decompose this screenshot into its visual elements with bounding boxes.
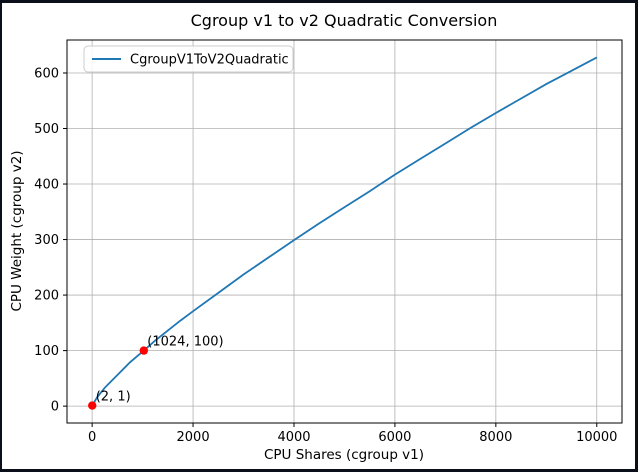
point-annotation: (2, 1) [96, 390, 131, 405]
legend: CgroupV1ToV2Quadratic [83, 45, 294, 73]
y-tick-label: 0 [51, 400, 59, 415]
line-chart: (2, 1)(1024, 100) 0 2000 4000 6000 8000 10000… [9, 11, 623, 463]
axis-ticks: 0 2000 4000 6000 8000 10000 0 100 200 300 400 500 60… [34, 66, 617, 445]
y-tick-label: 600 [34, 66, 59, 81]
y-tick-label: 300 [34, 233, 59, 248]
axes-frame [66, 39, 623, 424]
highlight-points: (2, 1) (1024, 100) [88, 335, 224, 410]
point-annotation: (1024, 100) [147, 335, 223, 350]
series-line-cgroupv1tov2quadratic [91, 56, 598, 407]
chart-title: Cgroup v1 to v2 Quadratic Conversion [191, 11, 498, 30]
x-tick-label: 2000 [177, 430, 210, 445]
x-tick-label: 8000 [479, 430, 512, 445]
x-tick-label: 10000 [576, 430, 617, 445]
y-tick-label: 400 [34, 178, 59, 193]
y-tick-label: 100 [34, 344, 59, 359]
legend-entry-label: CgroupV1ToV2Quadratic [130, 53, 289, 68]
plot-area [67, 40, 622, 423]
gridlines [67, 40, 622, 423]
y-tick-label: 200 [34, 289, 59, 304]
x-axis-label: CPU Shares (cgroup v1) [264, 447, 424, 463]
data-point-marker [139, 346, 149, 355]
x-tick-label: 6000 [378, 430, 411, 445]
legend-box [83, 45, 294, 73]
y-tick-label: 500 [34, 122, 59, 137]
x-tick-label: 4000 [277, 430, 310, 445]
data-point-marker [88, 401, 97, 410]
x-tick-label: 0 [88, 430, 96, 445]
y-axis-label: CPU Weight (cgroup v2) [9, 150, 25, 311]
